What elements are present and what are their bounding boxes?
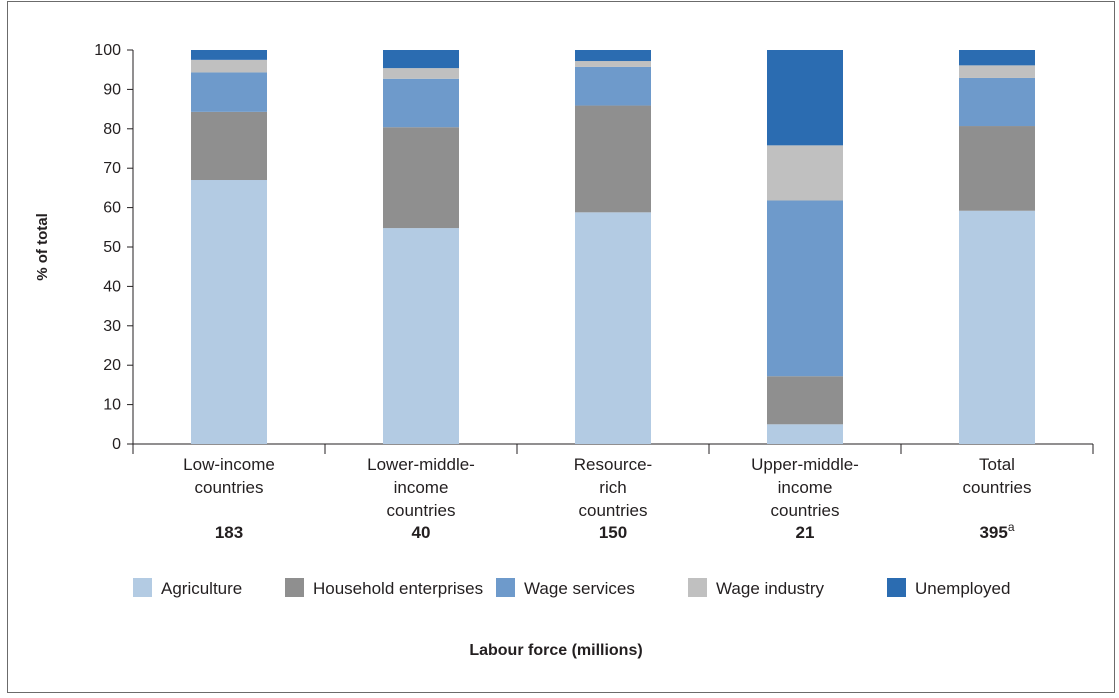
bar-segment-unemployed	[383, 50, 459, 69]
x-category-label: countries	[195, 478, 264, 497]
legend-swatch	[496, 578, 515, 597]
legend-swatch	[887, 578, 906, 597]
legend-label: Unemployed	[915, 579, 1010, 598]
x-category-label: rich	[599, 478, 626, 497]
bar-segment-agriculture	[191, 180, 267, 444]
bar-segment-unemployed	[959, 50, 1035, 66]
y-axis-title: % of total	[34, 213, 51, 281]
labour-force-value: 150	[599, 523, 627, 542]
bar-segment-wage-services	[767, 200, 843, 377]
legend-swatch	[688, 578, 707, 597]
labour-force-value: 395a	[979, 520, 1014, 542]
y-tick-label: 60	[103, 200, 121, 217]
chart-axes: 0 10 20 30 40 50 60 70 80 90 100	[94, 42, 1094, 454]
y-tick-label: 50	[103, 239, 121, 256]
x-axis-category-labels: Low-income countries 183 Lower-middle-incom…	[183, 455, 1031, 542]
bar-segment-wage-services	[575, 66, 651, 106]
x-category-label: Resource-	[574, 455, 652, 474]
y-tick-label: 100	[94, 42, 121, 59]
x-category-label: countries	[579, 501, 648, 520]
x-axis-title: Labour force (millions)	[469, 642, 642, 659]
bar-segment-wage-industry	[959, 65, 1035, 78]
bar-segment-household-enterprises	[383, 127, 459, 229]
x-category-label: Low-income	[183, 455, 275, 474]
bar-segment-unemployed	[767, 50, 843, 146]
footnote-marker: a	[1008, 520, 1015, 534]
bar-segment-wage-industry	[767, 145, 843, 201]
bar-segment-unemployed	[575, 50, 651, 62]
bar-segment-wage-industry	[575, 61, 651, 67]
legend-label: Wage services	[524, 579, 635, 598]
x-category-label: Upper-middle-	[751, 455, 859, 474]
x-category-label: Total	[979, 455, 1015, 474]
labour-force-value: 40	[412, 523, 431, 542]
bar-segment-wage-services	[959, 77, 1035, 127]
y-tick-label: 70	[103, 160, 121, 177]
bar-segment-household-enterprises	[191, 111, 267, 181]
bar-segment-unemployed	[191, 50, 267, 60]
chart-bars	[191, 50, 1035, 444]
y-tick-label: 20	[103, 357, 121, 374]
legend-label: Household enterprises	[313, 579, 483, 598]
x-category-label: countries	[963, 478, 1032, 497]
y-tick-label: 10	[103, 397, 121, 414]
legend-swatch	[285, 578, 304, 597]
labour-force-value: 21	[796, 523, 815, 542]
bar-segment-agriculture	[383, 228, 459, 444]
y-tick-label: 30	[103, 318, 121, 335]
x-category-label: income	[778, 478, 833, 497]
x-category-label: countries	[387, 501, 456, 520]
bar-segment-household-enterprises	[575, 105, 651, 213]
labour-force-value: 183	[215, 523, 243, 542]
legend-label: Agriculture	[161, 579, 242, 598]
legend-swatch	[133, 578, 152, 597]
y-tick-label: 80	[103, 121, 121, 138]
bar-segment-agriculture	[575, 212, 651, 444]
bar-segment-wage-industry	[383, 68, 459, 79]
bar-segment-wage-services	[383, 78, 459, 128]
legend-label: Wage industry	[716, 579, 825, 598]
bar-segment-agriculture	[767, 424, 843, 444]
x-category-label: Lower-middle-	[367, 455, 475, 474]
bar-segment-household-enterprises	[959, 126, 1035, 211]
bar-segment-wage-industry	[191, 59, 267, 73]
y-tick-label: 0	[112, 436, 121, 453]
bar-segment-household-enterprises	[767, 376, 843, 425]
chart-legend: Agriculture Household enterprises Wage ser…	[133, 578, 1010, 598]
bar-segment-agriculture	[959, 210, 1035, 444]
x-category-label: income	[394, 478, 449, 497]
y-tick-label: 40	[103, 278, 121, 295]
bar-segment-wage-services	[191, 72, 267, 112]
y-tick-label: 90	[103, 81, 121, 98]
x-category-label: countries	[771, 501, 840, 520]
